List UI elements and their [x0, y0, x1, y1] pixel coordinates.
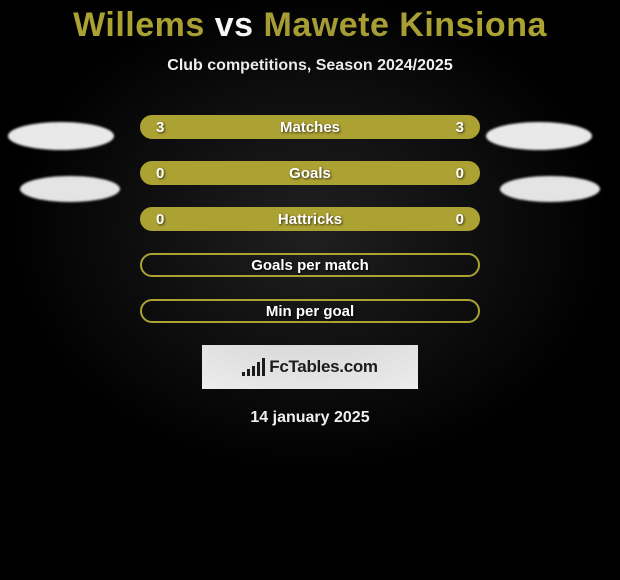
stat-row: Min per goal [140, 299, 480, 323]
stat-label: Goals [142, 165, 478, 182]
stat-row: Goals per match [140, 253, 480, 277]
stat-label: Goals per match [142, 257, 478, 274]
player-blob [500, 176, 600, 202]
vs-text: vs [215, 6, 254, 44]
player-blob [486, 122, 592, 150]
player-blob [20, 176, 120, 202]
stat-left-value: 0 [156, 165, 164, 182]
stat-right-value: 0 [456, 211, 464, 228]
stat-label: Min per goal [142, 303, 478, 320]
fctables-logo[interactable]: FcTables.com [202, 345, 418, 389]
stat-left-value: 0 [156, 211, 164, 228]
stat-label: Hattricks [142, 211, 478, 228]
logo-text: FcTables.com [269, 357, 378, 377]
stat-right-value: 3 [456, 119, 464, 136]
stat-left-value: 3 [156, 119, 164, 136]
stat-row: 0Hattricks0 [140, 207, 480, 231]
stat-label: Matches [142, 119, 478, 136]
stat-row: 0Goals0 [140, 161, 480, 185]
player2-name: Mawete Kinsiona [264, 6, 547, 44]
player1-name: Willems [73, 6, 205, 44]
logo-bars-icon [242, 358, 265, 376]
stat-row: 3Matches3 [140, 115, 480, 139]
stat-right-value: 0 [456, 165, 464, 182]
page-title: Willems vs Mawete Kinsiona [0, 0, 620, 45]
subtitle: Club competitions, Season 2024/2025 [0, 57, 620, 75]
player-blob [8, 122, 114, 150]
date-label: 14 january 2025 [0, 409, 620, 427]
